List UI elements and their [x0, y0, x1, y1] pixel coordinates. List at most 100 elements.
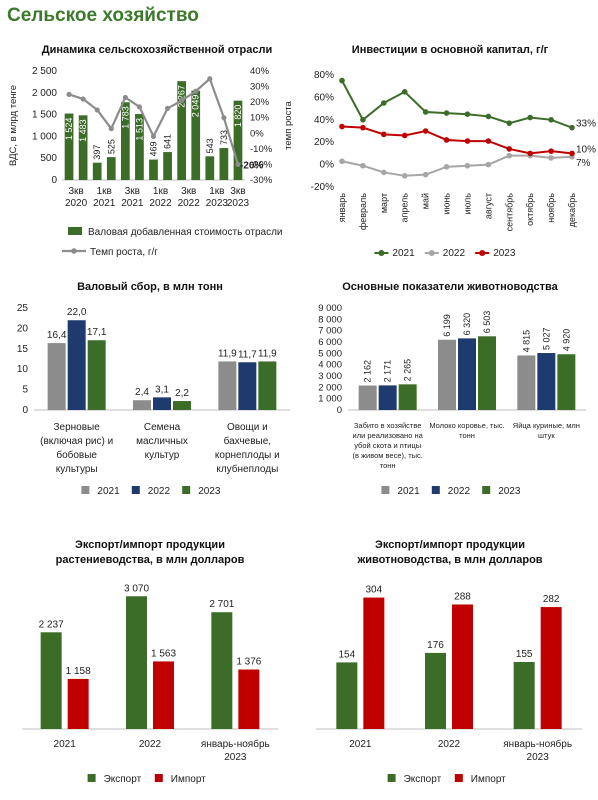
bar-value-label: 176: [427, 640, 444, 651]
bar-value-label: 1 376: [236, 657, 261, 668]
gva-chart: Динамика сельскохозяйственной отрасли 0 50…: [8, 44, 294, 258]
x-tick-label: январь: [337, 193, 347, 223]
y-tick-label: 25: [17, 303, 29, 314]
series-point-2022: [422, 171, 429, 178]
bar-value-label: 6 199: [442, 314, 452, 337]
bar-gva: [135, 114, 144, 180]
chart-title: Валовый сбор, в млн тонн: [77, 281, 223, 293]
bar-value-label: 6 503: [482, 311, 492, 334]
y-tick-label: 1 000: [318, 394, 342, 405]
y2-tick-label: 40%: [250, 66, 270, 77]
end-label-2023: 10%: [576, 144, 596, 155]
category-label: 2021: [54, 739, 77, 750]
y-tick-label: 0: [51, 175, 57, 186]
bar-Импорт: [67, 678, 89, 729]
bar-2023: [173, 401, 191, 410]
bar-value-label: 282: [543, 594, 560, 605]
legend-swatch-0: [387, 774, 396, 782]
y2-tick-label: 10%: [250, 113, 270, 124]
x-tick-label: 2021: [93, 198, 116, 209]
bar-2023: [557, 354, 576, 410]
series-point-2022: [548, 155, 554, 161]
bar-gva: [120, 102, 130, 180]
x-tick-label: 2023: [227, 198, 250, 209]
series-point-2022: [506, 152, 513, 159]
bar-gva: [205, 156, 215, 180]
bar-Экспорт: [126, 596, 147, 729]
y-tick-label: 3 000: [318, 371, 342, 382]
series-point-2023: [485, 138, 492, 144]
legend-swatch-gva: [68, 227, 82, 235]
series-point-2021: [360, 117, 366, 123]
growth-point: [150, 133, 157, 139]
category-label: 2022: [438, 739, 461, 750]
series-line-2021: [341, 80, 573, 129]
bar-value-label: 1 783: [120, 106, 130, 129]
x-tick-label: 2022: [178, 198, 201, 209]
bar-2021: [517, 355, 536, 410]
x-tick-label: апрель: [400, 193, 410, 223]
series-point-2023: [548, 148, 554, 154]
bar-value-label: 16,4: [47, 330, 67, 341]
bar-gva: [106, 157, 116, 180]
bar-value-label: 1 524: [64, 118, 74, 141]
bar-value-label: 288: [454, 591, 471, 602]
legend-marker-1: [428, 250, 435, 256]
bar-gva: [64, 113, 74, 180]
page-title: Сельское хозяйство: [7, 5, 199, 26]
x-tick-label: февраль: [358, 193, 368, 230]
series-point-2021: [401, 89, 408, 95]
category-label: 2023: [224, 752, 247, 763]
growth-point: [94, 107, 100, 113]
bar-value-label: 2 267: [177, 85, 187, 108]
bar-value-label: 2 171: [383, 360, 393, 383]
series-line-2022: [341, 154, 573, 177]
bar-Экспорт: [40, 632, 62, 729]
harvest-chart: Валовый сбор, в млн тонн 0 5 10 15 20 25 16,4 22…: [17, 281, 290, 497]
y-tick-label: 9 000: [318, 303, 342, 314]
legend-swatch-0: [87, 774, 96, 782]
y2-axis-title: темп роста: [283, 100, 294, 149]
bar-2021: [47, 343, 66, 410]
legend-label-0: 2021: [97, 486, 120, 497]
bar-value-label: 2,2: [175, 388, 189, 399]
bar-Импорт: [540, 607, 562, 729]
y-tick-label: 20: [17, 323, 29, 334]
series-point-2022: [485, 161, 492, 168]
legend-label-1: 2022: [443, 248, 466, 259]
bar-2023: [478, 336, 496, 410]
series-point-2021: [569, 124, 575, 131]
bar-2021: [438, 339, 456, 410]
series-point-2021: [443, 110, 450, 116]
bar-value-label: 5 027: [541, 327, 551, 350]
legend-label-0: 2021: [392, 248, 415, 259]
y-tick-label: 8 000: [318, 314, 342, 325]
legend-label-2: 2023: [198, 486, 221, 497]
growth-point: [193, 88, 199, 94]
x-tick-label: 1кв: [209, 186, 224, 197]
growth-point-label: -20%: [240, 160, 263, 171]
legend-swatch-1: [154, 774, 163, 782]
y-tick-label: 2 500: [32, 66, 57, 77]
chart-title: Экспорт/импорт продукции: [375, 539, 525, 551]
bar-2022: [378, 385, 397, 410]
end-label-2022: 7%: [576, 158, 591, 169]
x-tick-label: ноябрь: [546, 193, 556, 223]
series-point-2022: [339, 158, 345, 165]
bar-gva: [163, 152, 172, 180]
bar-2022: [537, 353, 556, 410]
series-point-2023: [443, 137, 450, 143]
crop-trade-chart: Экспорт/импорт продукции растениеводства,…: [22, 539, 278, 785]
series-point-2021: [339, 77, 345, 84]
growth-point: [221, 115, 227, 121]
chart-title: Основные показатели животноводства: [342, 281, 558, 293]
chart-title: Инвестиции в основной капитал, г/г: [352, 44, 549, 56]
x-tick-label: декабрь: [567, 193, 577, 228]
bar-value-label: 3,1: [155, 384, 169, 395]
x-tick-label: 1кв: [153, 186, 168, 197]
growth-point: [164, 105, 171, 111]
x-tick-label: 2020: [65, 198, 88, 209]
legend-marker-growth: [71, 248, 77, 254]
category-label: штук: [538, 431, 555, 440]
y-tick-label: 0%: [320, 160, 335, 171]
